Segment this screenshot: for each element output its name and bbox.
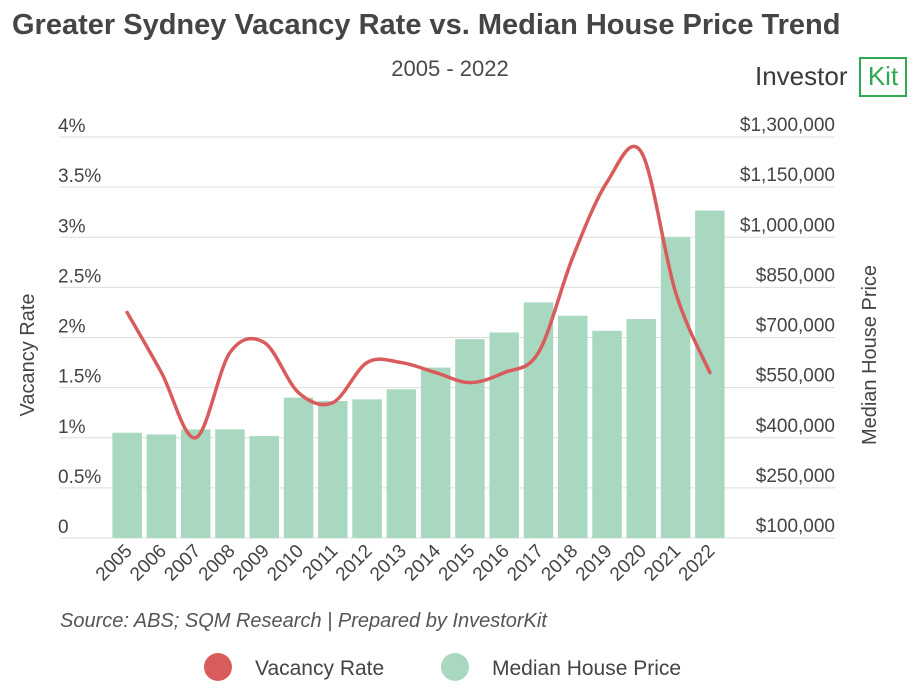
- logo-name-main: Investor: [755, 61, 848, 91]
- x-tick-label: 2021: [640, 541, 685, 586]
- x-tick-label: 2020: [606, 541, 651, 586]
- left-axis-label: Vacancy Rate: [17, 293, 39, 416]
- left-tick-label: 2.5%: [58, 266, 101, 287]
- x-tick-label: 2017: [503, 541, 548, 586]
- right-tick-label: $1,300,000: [740, 115, 835, 136]
- right-tick-label: $1,000,000: [740, 215, 835, 236]
- right-tick-label: $1,150,000: [740, 165, 835, 186]
- left-axis-ticks: 0 0.5% 1% 1.5% 2% 2.5% 3% 3.5% 4%: [58, 116, 101, 538]
- logo-box: [859, 57, 907, 97]
- x-tick-label: 2012: [332, 541, 377, 586]
- left-tick-label: 4%: [58, 116, 86, 137]
- bar-2011: [318, 400, 348, 538]
- legend: Vacancy Rate Median House Price: [204, 653, 681, 681]
- left-tick-label: 2%: [58, 317, 86, 338]
- bar-2012: [352, 399, 382, 538]
- bar-2005: [112, 432, 142, 538]
- bar-2017: [523, 302, 554, 538]
- right-tick-label: $850,000: [756, 265, 835, 286]
- bar-series-median-house-price: [112, 210, 725, 538]
- left-tick-label: 0: [58, 517, 69, 538]
- left-tick-label: 1%: [58, 417, 86, 438]
- legend-label-median-house-price: Median House Price: [492, 657, 681, 680]
- x-tick-label: 2019: [572, 541, 617, 586]
- bar-2007: [180, 429, 211, 538]
- logo-name-accent: Kit: [868, 61, 899, 91]
- source-note: Source: ABS; SQM Research | Prepared by …: [60, 610, 548, 632]
- bar-2010: [283, 397, 314, 538]
- x-axis-ticks: 2005200620072008200920102011201220132014…: [92, 540, 719, 585]
- legend-swatch-vacancy-rate: [204, 653, 232, 681]
- bar-2013: [386, 389, 417, 538]
- x-tick-label: 2013: [366, 541, 411, 586]
- line-series-vacancy-rate: [125, 144, 712, 440]
- chart-title: Greater Sydney Vacancy Rate vs. Median H…: [12, 9, 840, 41]
- x-tick-label: 2007: [160, 541, 205, 586]
- bar-2021: [660, 237, 691, 538]
- left-tick-label: 3.5%: [58, 166, 101, 187]
- chart-subtitle: 2005 - 2022: [391, 56, 508, 81]
- x-tick-label: 2005: [92, 541, 137, 586]
- x-tick-label: 2015: [435, 541, 480, 586]
- x-tick-label: 2014: [400, 540, 445, 585]
- bar-2006: [146, 434, 177, 538]
- left-tick-label: 0.5%: [58, 467, 101, 488]
- x-tick-label: 2018: [538, 541, 583, 586]
- bar-2020: [626, 319, 657, 538]
- left-tick-label: 3%: [58, 216, 86, 237]
- x-tick-label: 2010: [263, 541, 308, 586]
- legend-label-vacancy-rate: Vacancy Rate: [255, 657, 384, 680]
- right-tick-label: $550,000: [756, 366, 835, 387]
- x-tick-label: 2009: [229, 541, 274, 586]
- x-tick-label: 2006: [126, 541, 171, 586]
- x-tick-label: 2011: [299, 541, 343, 585]
- bar-2008: [215, 429, 245, 538]
- bar-2019: [592, 330, 622, 538]
- x-tick-label: 2022: [675, 541, 720, 586]
- bar-2014: [420, 367, 451, 538]
- x-tick-label: 2016: [469, 541, 514, 586]
- right-tick-label: $100,000: [756, 516, 835, 537]
- bar-2015: [455, 339, 485, 538]
- right-tick-label: $250,000: [756, 466, 835, 487]
- right-axis-label: Median House Price: [859, 265, 881, 445]
- right-tick-label: $400,000: [756, 416, 835, 437]
- legend-swatch-median-house-price: [441, 653, 469, 681]
- bar-2016: [489, 332, 519, 538]
- vacancy-rate-line: [125, 144, 712, 440]
- x-tick-label: 2008: [195, 541, 240, 586]
- right-tick-label: $700,000: [756, 316, 835, 337]
- bar-2009: [249, 436, 279, 538]
- bar-2018: [558, 315, 588, 538]
- investorkit-logo: Investor Kit: [755, 57, 907, 97]
- right-axis-ticks: $100,000 $250,000 $400,000 $550,000 $700,000…: [740, 115, 835, 537]
- left-tick-label: 1.5%: [58, 367, 101, 388]
